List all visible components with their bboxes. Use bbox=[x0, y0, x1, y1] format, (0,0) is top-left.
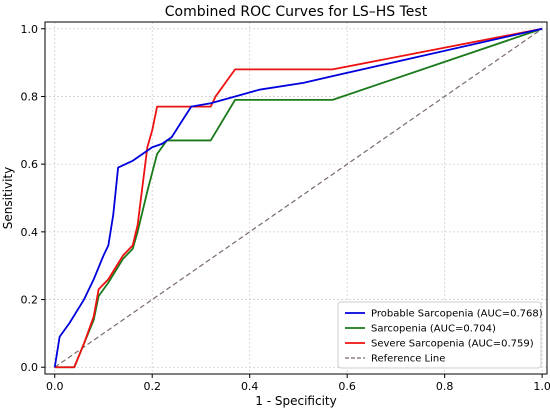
series-line-reference-line bbox=[54, 28, 543, 368]
x-axis-label: 1 - Specificity bbox=[255, 394, 336, 408]
chart-title: Combined ROC Curves for LS–HS Test bbox=[165, 4, 428, 20]
x-tick-label: 0.2 bbox=[143, 380, 161, 393]
legend-label: Reference Line bbox=[371, 354, 445, 365]
series-line-probable-sarcopenia-auc-0-768 bbox=[53, 27, 543, 368]
x-tick-label: 0.8 bbox=[436, 380, 454, 393]
legend-label: Severe Sarcopenia (AUC=0.759) bbox=[371, 339, 534, 350]
y-tick-label: 1.0 bbox=[21, 23, 39, 36]
x-tick-label: 0.4 bbox=[241, 380, 259, 393]
legend-box bbox=[337, 301, 542, 369]
y-tick-label: 0.2 bbox=[21, 294, 39, 307]
y-axis-ticks: 0.0 0.2 0.4 0.6 0.8 1.0 bbox=[21, 23, 45, 374]
x-tick-label: 0.0 bbox=[46, 380, 64, 393]
series-line-severe-sarcopenia-auc-0-759 bbox=[54, 27, 543, 369]
x-axis-ticks: 0.0 0.2 0.4 0.6 0.8 1.0 bbox=[46, 374, 550, 393]
plot-frame bbox=[44, 21, 548, 375]
y-tick-label: 0.8 bbox=[21, 90, 39, 103]
legend: Probable Sarcopenia (AUC=0.768) Sarcopeni… bbox=[337, 301, 543, 369]
y-tick-label: 0.6 bbox=[21, 158, 39, 171]
x-tick-label: 1.0 bbox=[533, 380, 550, 393]
x-tick-label: 0.6 bbox=[338, 380, 356, 393]
legend-label: Sarcopenia (AUC=0.704) bbox=[371, 324, 496, 335]
legend-label: Probable Sarcopenia (AUC=0.768) bbox=[371, 309, 543, 320]
y-axis-label: Sensitivity bbox=[1, 167, 15, 229]
y-tick-label: 0.4 bbox=[21, 226, 39, 239]
series-layer bbox=[53, 27, 543, 369]
y-tick-label: 0.0 bbox=[21, 361, 39, 374]
